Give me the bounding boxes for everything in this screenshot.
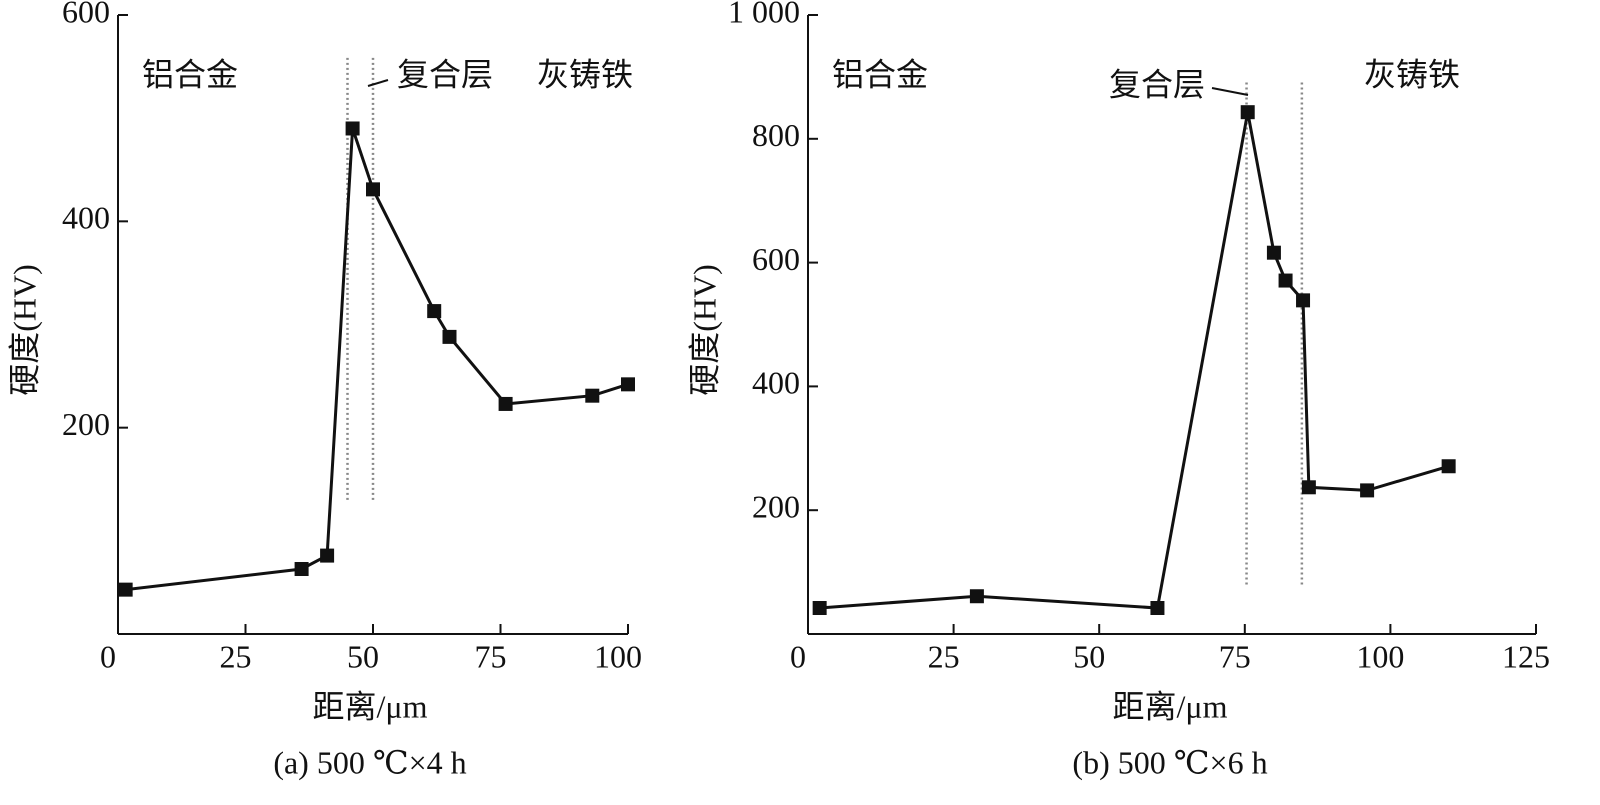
data-point xyxy=(1441,459,1456,474)
region-label: 铝合金 xyxy=(832,56,928,92)
data-point xyxy=(498,396,513,411)
data-point xyxy=(366,182,380,197)
y-tick-label: 800 xyxy=(752,117,800,153)
y-tick-label: 400 xyxy=(752,365,800,401)
x-tick-label: 100 xyxy=(1356,638,1404,674)
data-point xyxy=(320,548,335,563)
y-tick-label: 200 xyxy=(752,489,800,525)
y-axis-label: 硬度(HV) xyxy=(6,264,42,396)
data-point xyxy=(345,121,360,136)
region-label: 灰铸铁 xyxy=(537,56,633,92)
data-point xyxy=(118,582,133,597)
x-tick-label: 25 xyxy=(220,638,252,674)
region-label: 铝合金 xyxy=(142,56,238,92)
y-tick-label: 200 xyxy=(62,406,110,442)
x-tick-label: 25 xyxy=(928,638,960,674)
data-point xyxy=(1240,105,1255,120)
leader-line xyxy=(1211,87,1249,96)
x-tick-label: 75 xyxy=(1219,638,1251,674)
data-point xyxy=(1301,480,1316,495)
y-tick-label: 1 000 xyxy=(728,0,800,29)
x-tick-label: 100 xyxy=(594,638,642,674)
data-line xyxy=(125,128,629,592)
data-point xyxy=(585,388,600,403)
x-axis-label: 距离/μm xyxy=(1113,688,1228,724)
caption: (b) 500 ℃×6 h xyxy=(1072,744,1267,780)
data-point xyxy=(812,601,827,616)
data-point xyxy=(1266,245,1281,260)
x-tick-label: 125 xyxy=(1502,638,1550,674)
data-point xyxy=(427,304,442,319)
data-point xyxy=(442,329,457,344)
caption: (a) 500 ℃×4 h xyxy=(273,744,466,780)
data-line xyxy=(819,111,1450,610)
y-tick-label: 400 xyxy=(62,200,110,236)
x-tick-label: 0 xyxy=(790,638,806,674)
x-tick-label: 50 xyxy=(1073,638,1105,674)
region-label: 复合层 xyxy=(397,56,493,92)
region-label: 复合层 xyxy=(1109,66,1205,102)
data-point xyxy=(1278,273,1293,288)
leader-line xyxy=(367,79,389,87)
data-point xyxy=(1150,601,1165,616)
y-tick-label: 600 xyxy=(752,241,800,277)
x-axis-label: 距离/μm xyxy=(313,688,428,724)
y-tick-label: 600 xyxy=(62,0,110,29)
data-point xyxy=(1296,293,1311,308)
data-point xyxy=(1360,483,1375,498)
data-point xyxy=(294,562,309,577)
data-point xyxy=(969,589,984,604)
x-tick-label: 50 xyxy=(347,638,379,674)
y-axis-label: 硬度(HV) xyxy=(686,264,722,396)
data-point xyxy=(621,377,635,392)
x-tick-label: 0 xyxy=(100,638,116,674)
x-tick-label: 75 xyxy=(475,638,507,674)
region-label: 灰铸铁 xyxy=(1364,56,1460,92)
